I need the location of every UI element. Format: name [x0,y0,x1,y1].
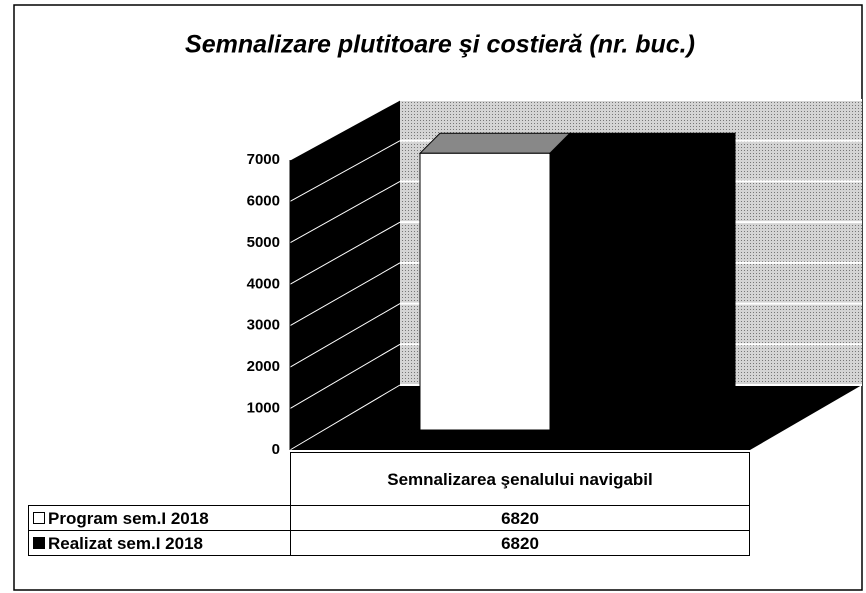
y-tick-label: 1000 [247,400,280,417]
legend-label: Realizat sem.I 2018 [48,533,203,553]
y-tick-label: 6000 [247,192,280,209]
legend-entry: Realizat sem.I 2018 [28,530,291,556]
grid-line [289,221,401,285]
y-tick-label: 5000 [247,234,280,251]
grid-line [289,180,401,244]
bar-side [714,132,736,432]
chart-title: Semnalizare plutitoare şi costieră (nr. … [185,31,695,59]
y-tick-label: 0 [272,441,280,458]
grid-line [289,99,401,161]
bar-top [548,132,737,154]
cell-text: Semnalizarea şenalului navigabil [387,469,653,489]
legend-key [33,537,45,549]
legend-key [33,512,45,524]
y-tick-label: 7000 [247,151,280,168]
grid-line [289,303,401,368]
bar [419,152,551,431]
grid-line [289,140,401,202]
grid-line [289,262,401,327]
y-tick-label: 3000 [247,317,280,334]
side-wall [290,100,400,450]
cell-text: 6820 [501,533,539,553]
table-value: 6820 [290,530,750,556]
legend-entry: Program sem.I 2018 [28,505,291,531]
category-label: Semnalizarea şenalului navigabil [290,452,750,506]
bar-top [418,132,572,154]
legend-label: Program sem.I 2018 [48,508,209,528]
y-tick-label: 2000 [247,358,280,375]
grid-line [289,384,401,451]
cell-text: 6820 [501,508,539,528]
bar [549,152,716,431]
table-value: 6820 [290,505,750,531]
y-tick-label: 4000 [247,275,280,292]
grid-line [289,343,401,410]
